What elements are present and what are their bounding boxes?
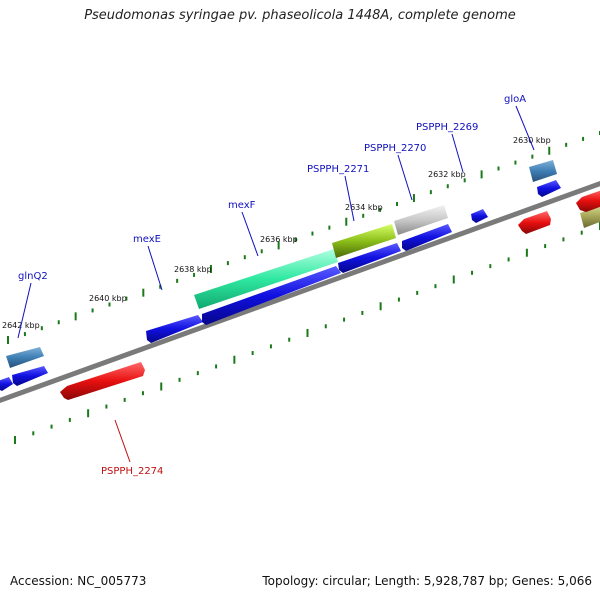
gene-leader-line: [147, 245, 163, 291]
gene-label-glnQ2[interactable]: glnQ2: [18, 271, 48, 282]
gene-PSPPH_2270-block[interactable]: [394, 205, 448, 235]
accession-label: Accession: NC_005773: [10, 574, 147, 588]
gene-leader-line: [114, 419, 131, 463]
feature-track: [0, 160, 600, 400]
tick-label: 2640 kbp: [89, 294, 127, 303]
tick-label: 2630 kbp: [513, 136, 551, 145]
gene-gloA-block[interactable]: [529, 160, 557, 182]
backbone: [0, 180, 600, 404]
gene-label-mexE[interactable]: mexE: [133, 234, 161, 245]
cds-forward[interactable]: [202, 266, 341, 325]
gene-label-PSPPH_2271[interactable]: PSPPH_2271: [307, 164, 369, 175]
gene-glnQ2-block[interactable]: [6, 347, 44, 368]
cds-forward[interactable]: [146, 315, 203, 343]
gene-PSPPH_2271-block[interactable]: [332, 224, 396, 258]
gene-leader-line: [344, 175, 355, 222]
cds-forward[interactable]: [12, 366, 48, 386]
cds-forward[interactable]: [0, 377, 13, 391]
cds-forward[interactable]: [537, 180, 561, 197]
gene-leader-line: [17, 282, 32, 339]
cds-reverse[interactable]: [518, 211, 551, 234]
gene-leader-line: [451, 133, 464, 173]
tick-label: 2636 kbp: [260, 235, 298, 244]
cds-forward[interactable]: [338, 243, 401, 273]
cds-reverse[interactable]: [60, 362, 145, 400]
label-track: glnQ2 mexE mexF PSPPH_2271 PSPPH_2270 PSPPH_2…: [17, 94, 535, 477]
gene-label-PSPPH_2269[interactable]: PSPPH_2269: [416, 122, 478, 133]
cds-forward[interactable]: [471, 209, 488, 223]
gene-label-gloA[interactable]: gloA: [504, 94, 526, 105]
tick-label: 2634 kbp: [345, 203, 383, 212]
gene-label-mexF[interactable]: mexF: [228, 200, 256, 211]
tick-label: 2638 kbp: [174, 265, 212, 274]
gene-mexF-block[interactable]: [194, 249, 338, 309]
gene-leader-line: [241, 211, 259, 257]
cds-forward[interactable]: [402, 224, 452, 251]
cds-reverse[interactable]: [576, 189, 600, 212]
map-title: Pseudomonas syringae pv. phaseolicola 14…: [84, 8, 516, 23]
gene-label-PSPPH_2270[interactable]: PSPPH_2270: [364, 143, 426, 154]
gene-leader-line: [397, 154, 413, 201]
tick-label: 2632 kbp: [428, 170, 466, 179]
gene-label-PSPPH_2274[interactable]: PSPPH_2274: [101, 466, 163, 477]
gene-leader-line: [515, 105, 535, 151]
genome-summary: Topology: circular; Length: 5,928,787 bp…: [262, 574, 592, 588]
